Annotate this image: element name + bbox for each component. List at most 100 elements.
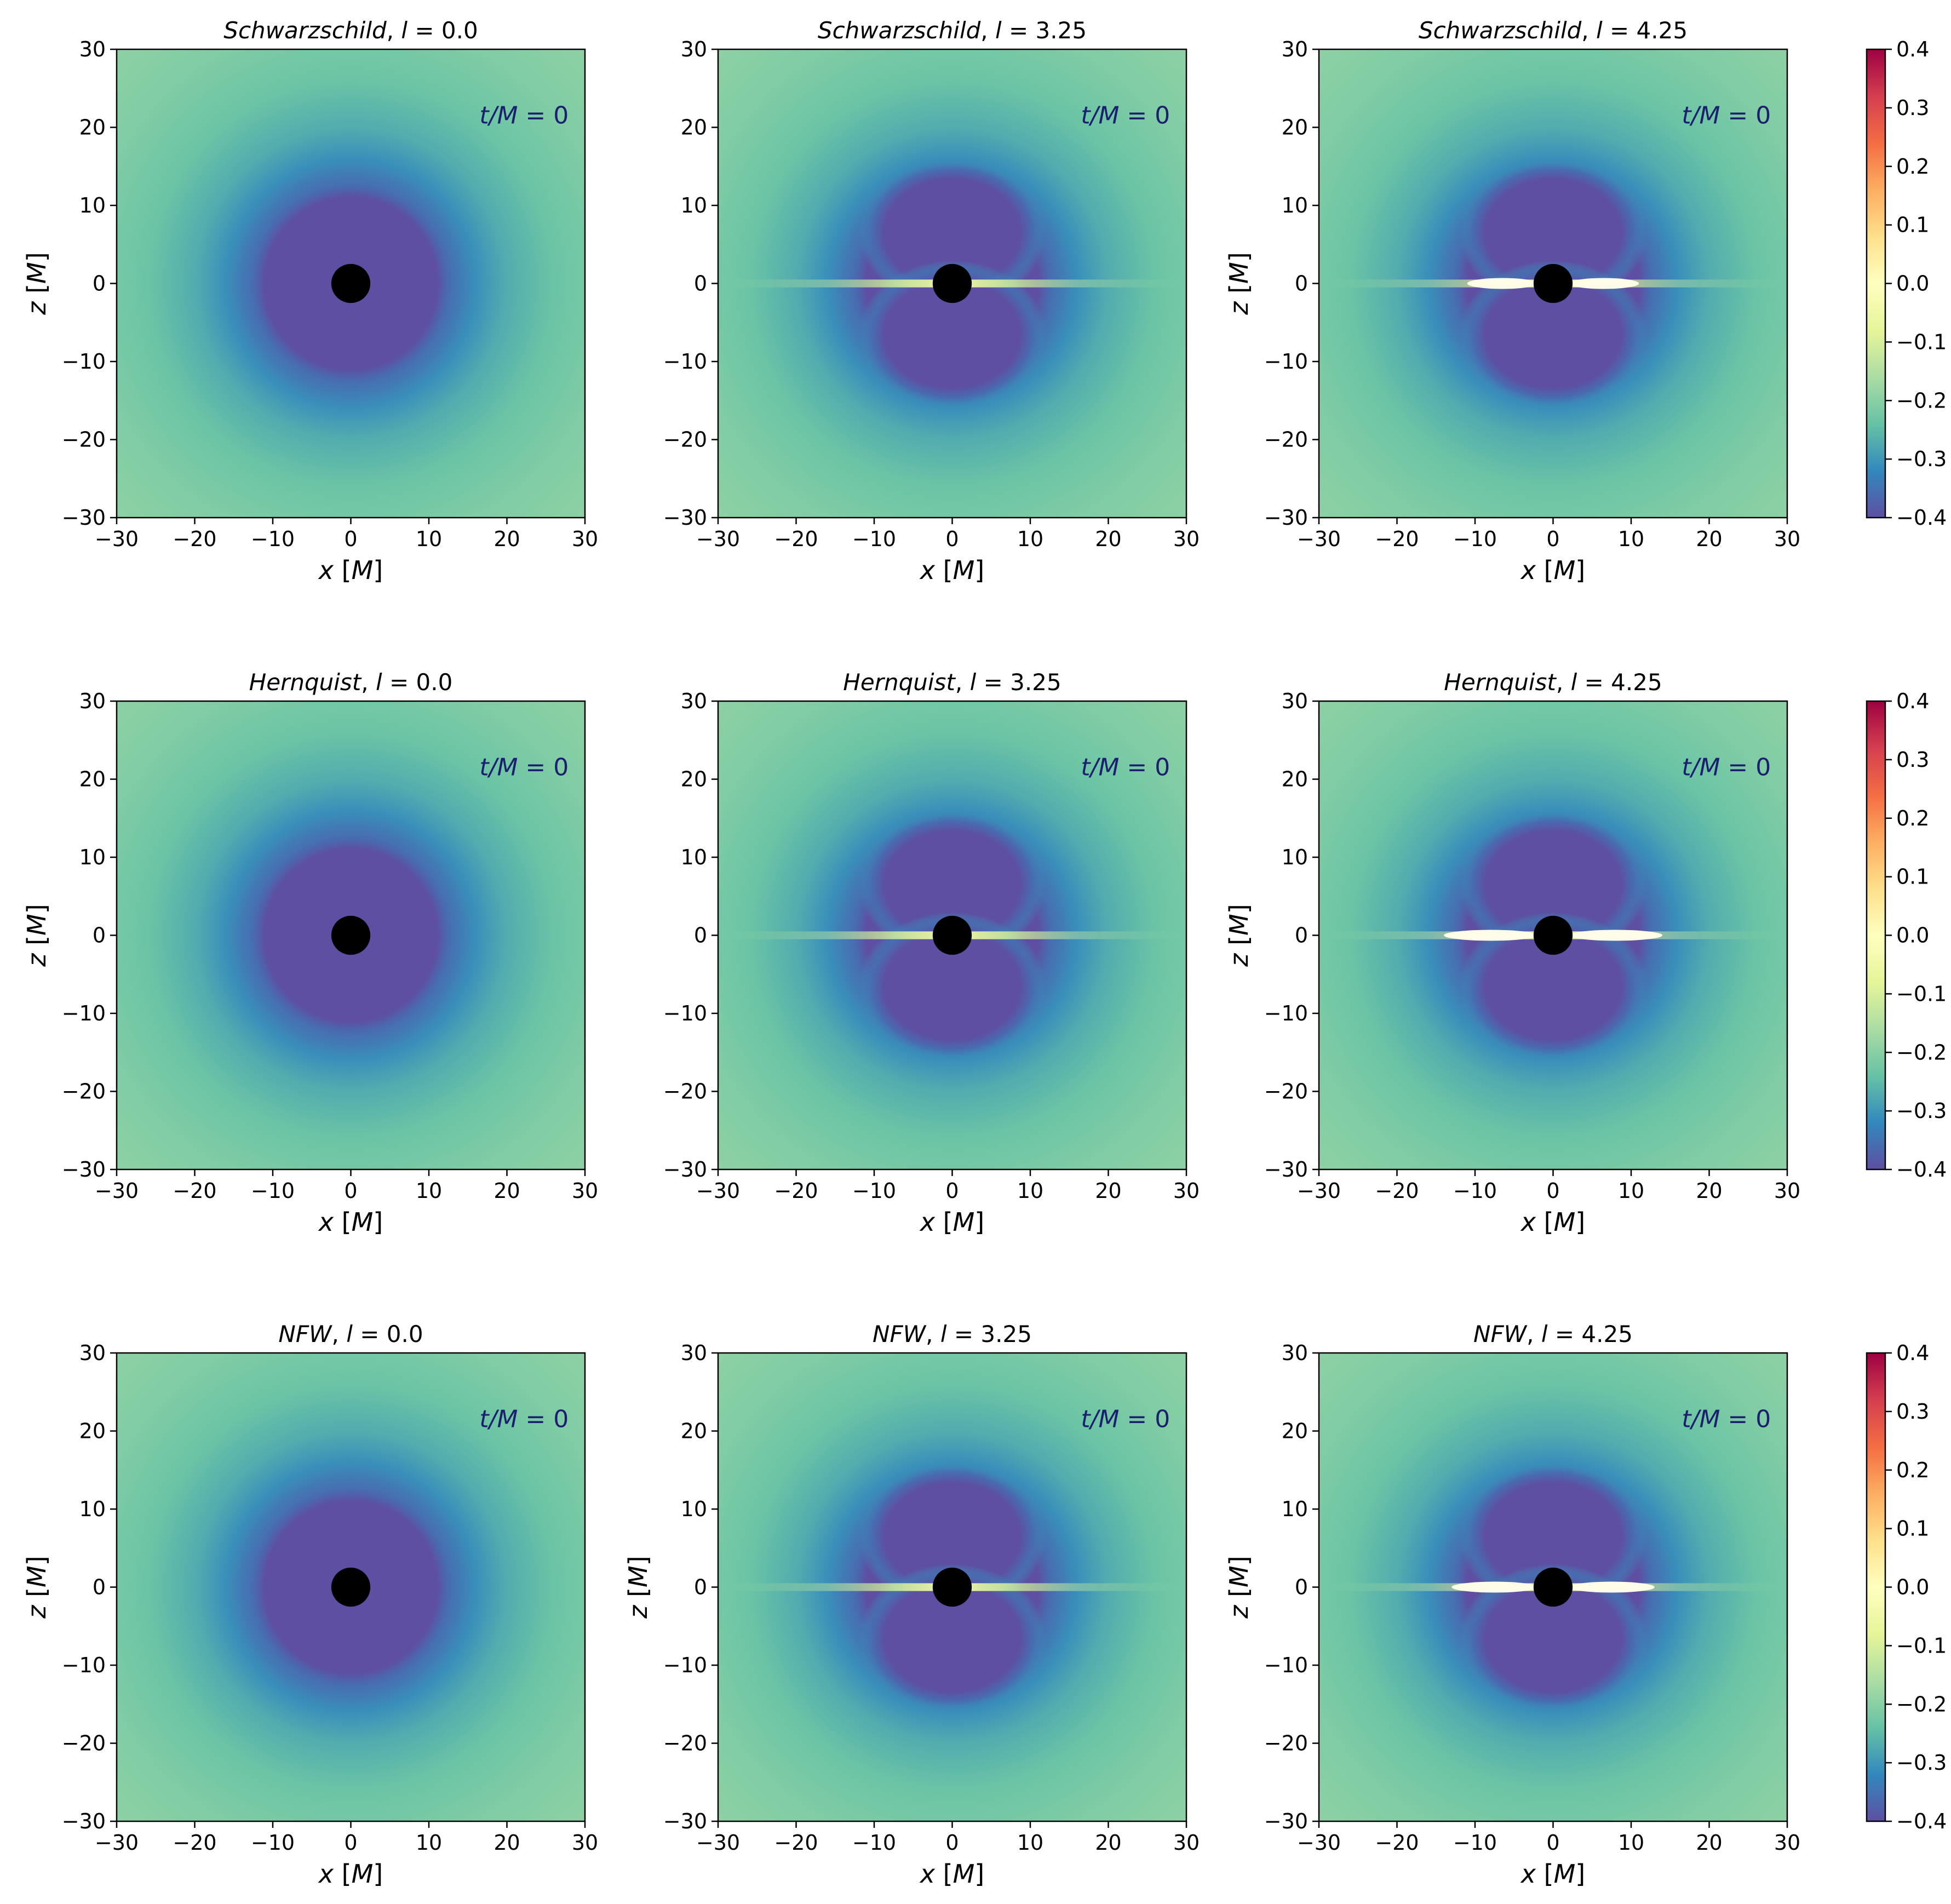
y-tick-label: 10 xyxy=(681,193,707,217)
colorbar-tick-label: 0.1 xyxy=(1896,213,1929,237)
x-tick-label: 30 xyxy=(1173,527,1200,551)
x-tick-label: −30 xyxy=(95,1179,139,1203)
time-annotation: t/M = 0 xyxy=(1682,753,1771,781)
time-annotation: t/M = 0 xyxy=(1682,101,1771,129)
x-tick-label: −30 xyxy=(696,1179,740,1203)
x-tick-label: 20 xyxy=(1095,1831,1121,1855)
panel-nfw-l0: −30−30 −20 −20 −10 −10 0 0 10 10 20 20 30 30 NFW, l =… xyxy=(22,1321,598,1889)
x-tick-label: −20 xyxy=(173,1831,216,1855)
x-tick-label: 20 xyxy=(494,527,520,551)
upper-lobe-core xyxy=(1488,833,1618,936)
colorbar-tick-label: 0.1 xyxy=(1896,865,1929,889)
y-tick-label: 20 xyxy=(79,116,106,140)
time-annotation: t/M = 0 xyxy=(479,101,569,129)
black-hole xyxy=(331,1567,371,1607)
y-tick-label: 30 xyxy=(681,689,707,713)
x-tick-label: −30 xyxy=(1297,1179,1341,1203)
lower-lobe-core xyxy=(887,283,1017,386)
x-tick-label: 30 xyxy=(1774,1179,1800,1203)
x-tick-label: −30 xyxy=(95,527,139,551)
x-tick-label: 20 xyxy=(1696,1831,1722,1855)
black-hole xyxy=(932,263,972,303)
x-tick-label: 10 xyxy=(416,1831,442,1855)
black-hole xyxy=(1533,1567,1573,1607)
y-tick-label: 0 xyxy=(694,272,707,296)
lower-lobe-core xyxy=(887,934,1017,1038)
heatmap-field xyxy=(117,49,585,518)
time-annotation: t/M = 0 xyxy=(479,753,569,781)
x-axis-label: x [M] xyxy=(1520,1859,1585,1889)
x-tick-label: −10 xyxy=(1453,1831,1497,1855)
panel-hernquist-l0: −30−30 −20 −20 −10 −10 0 0 10 10 20 20 30 30 Hernquis… xyxy=(22,669,598,1237)
y-tick-label: −10 xyxy=(1264,1001,1308,1025)
torus-left xyxy=(1444,930,1537,941)
x-tick-label: 20 xyxy=(1095,1179,1121,1203)
panel-title: NFW, l = 0.0 xyxy=(278,1321,423,1347)
x-tick-label: 0 xyxy=(1546,1831,1559,1855)
x-axis-label: x [M] xyxy=(1520,555,1585,585)
black-hole xyxy=(1533,263,1573,303)
y-tick-label: −30 xyxy=(62,506,106,530)
y-tick-label: −10 xyxy=(663,349,707,374)
colorbar-tick-label: −0.2 xyxy=(1896,1692,1947,1716)
colorbar-tick-label: −0.3 xyxy=(1896,1751,1947,1775)
heatmap-field xyxy=(1319,1353,1787,1821)
y-tick-label: 20 xyxy=(1282,767,1308,792)
torus-left xyxy=(1467,278,1537,289)
y-axis-label: z [M] xyxy=(1224,252,1254,315)
y-tick-label: −30 xyxy=(62,1809,106,1833)
colorbar-tick-label: 0.2 xyxy=(1896,154,1929,179)
time-annotation: t/M = 0 xyxy=(1682,1405,1771,1433)
panel-title: Schwarzschild, l = 3.25 xyxy=(818,17,1087,44)
heatmap-field xyxy=(117,701,585,1169)
x-tick-label: 20 xyxy=(494,1179,520,1203)
y-tick-label: −30 xyxy=(1264,1157,1308,1182)
x-tick-label: 0 xyxy=(344,1179,357,1203)
x-tick-label: −20 xyxy=(774,527,818,551)
panel-title: NFW, l = 3.25 xyxy=(873,1321,1032,1347)
y-tick-label: −30 xyxy=(663,506,707,530)
heatmap-field xyxy=(718,1353,1186,1821)
y-tick-label: −30 xyxy=(663,1157,707,1182)
x-tick-label: −30 xyxy=(95,1831,139,1855)
y-tick-label: 30 xyxy=(1282,37,1308,61)
y-tick-label: 30 xyxy=(79,1341,106,1365)
x-tick-label: −10 xyxy=(251,1831,295,1855)
y-tick-label: 30 xyxy=(1282,689,1308,713)
x-tick-label: −10 xyxy=(1453,527,1497,551)
x-tick-label: 10 xyxy=(416,527,442,551)
y-tick-label: −20 xyxy=(1264,1731,1308,1756)
colorbar-tick-label: 0.1 xyxy=(1896,1517,1929,1541)
panel-nfw-l3-25: −30−30 −20 −20 −10 −10 0 0 10 10 20 20 30 30 NFW, l =… xyxy=(623,1321,1200,1889)
black-hole xyxy=(331,263,371,303)
y-axis-label: z [M] xyxy=(22,252,51,315)
y-tick-label: 10 xyxy=(1282,845,1308,869)
panel-title: Schwarzschild, l = 0.0 xyxy=(223,17,478,44)
time-annotation: t/M = 0 xyxy=(1081,753,1170,781)
y-tick-label: −10 xyxy=(62,1001,106,1025)
y-tick-label: 10 xyxy=(681,845,707,869)
y-tick-label: 30 xyxy=(79,37,106,61)
heatmap-field xyxy=(1319,49,1787,518)
lower-lobe-core xyxy=(887,1586,1017,1690)
x-axis-label: x [M] xyxy=(1520,1207,1585,1237)
x-tick-label: 30 xyxy=(572,527,598,551)
colorbar-tick-label: −0.3 xyxy=(1896,1099,1947,1123)
y-tick-label: −10 xyxy=(1264,1653,1308,1677)
colorbar-tick-label: 0.0 xyxy=(1896,272,1929,296)
y-tick-label: 10 xyxy=(1282,193,1308,217)
y-tick-label: −20 xyxy=(62,428,106,452)
heatmap-field xyxy=(718,701,1186,1169)
colorbar-tick-label: 0.3 xyxy=(1896,96,1929,120)
x-tick-label: −20 xyxy=(1375,1831,1419,1855)
y-tick-label: −20 xyxy=(663,1731,707,1756)
y-tick-label: 0 xyxy=(93,924,106,948)
y-tick-label: −30 xyxy=(62,1157,106,1182)
colorbar-tick-label: −0.4 xyxy=(1896,1157,1947,1182)
y-tick-label: 20 xyxy=(79,767,106,792)
y-tick-label: −20 xyxy=(663,428,707,452)
x-tick-label: 0 xyxy=(344,1831,357,1855)
y-tick-label: 10 xyxy=(79,845,106,869)
x-tick-label: 10 xyxy=(1017,527,1043,551)
